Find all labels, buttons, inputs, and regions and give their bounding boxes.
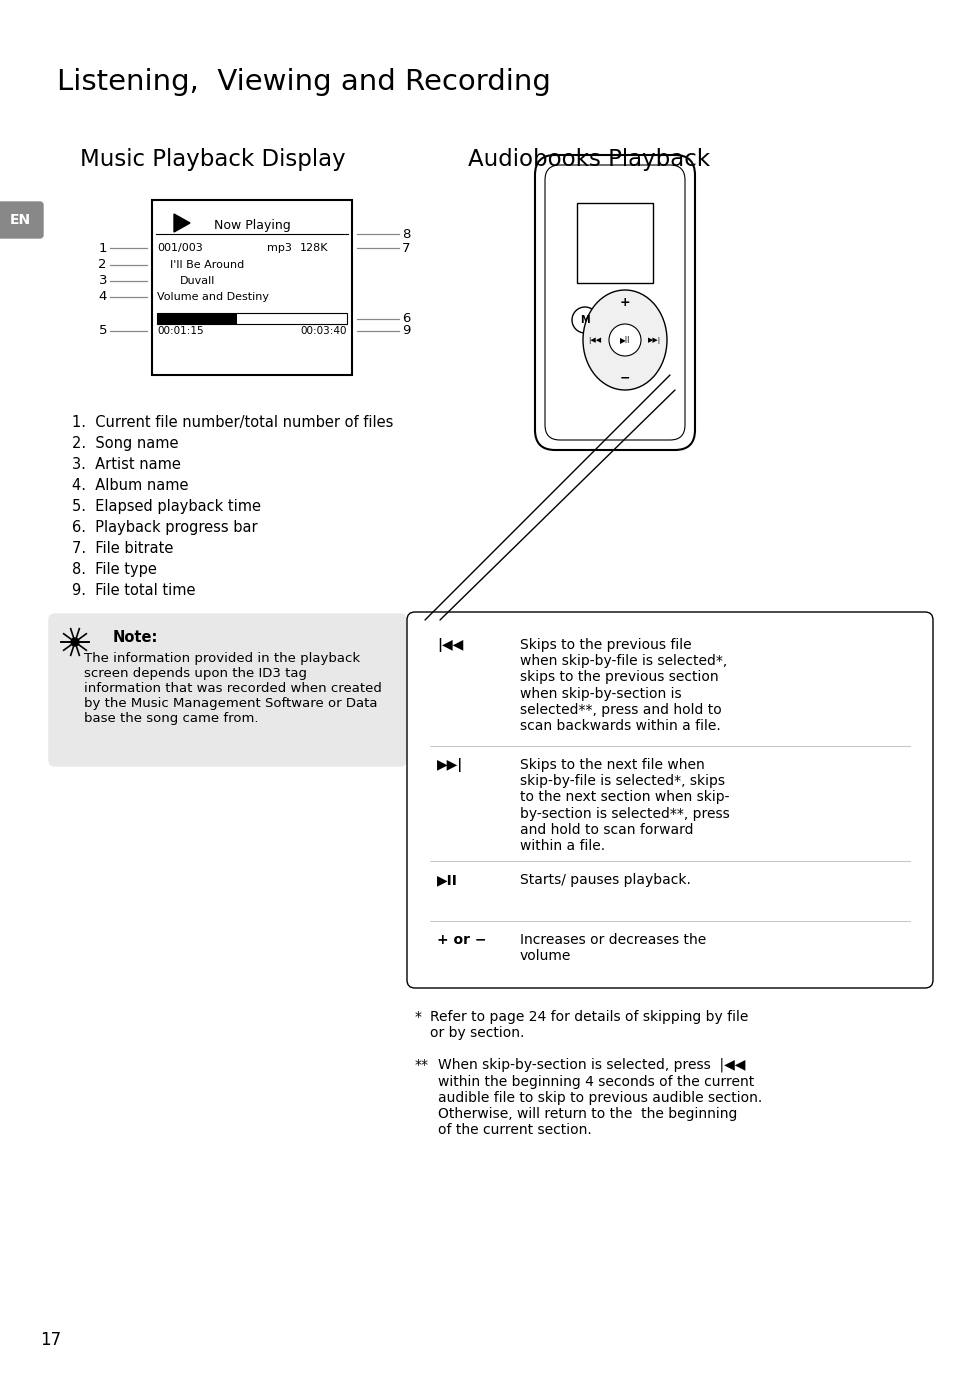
Text: |◀◀: |◀◀ [436, 638, 463, 653]
Text: Note:: Note: [112, 631, 158, 644]
Text: 9.  File total time: 9. File total time [71, 583, 195, 598]
Text: 5: 5 [98, 324, 107, 338]
Text: 9: 9 [401, 324, 410, 338]
Text: Refer to page 24 for details of skipping by file
or by section.: Refer to page 24 for details of skipping… [430, 1010, 747, 1040]
Circle shape [608, 324, 640, 356]
Text: 4: 4 [98, 290, 107, 304]
Text: Listening,  Viewing and Recording: Listening, Viewing and Recording [57, 67, 550, 96]
Text: −: − [619, 371, 630, 385]
Text: 3.  Artist name: 3. Artist name [71, 458, 181, 473]
Text: I'll Be Around: I'll Be Around [170, 260, 244, 271]
Text: Now Playing: Now Playing [213, 220, 290, 232]
Text: +: + [619, 295, 630, 309]
Text: 3: 3 [98, 275, 107, 287]
Text: Skips to the previous file
when skip-by-file is selected*,
skips to the previous: Skips to the previous file when skip-by-… [519, 638, 726, 732]
Text: + or −: + or − [436, 933, 486, 947]
Circle shape [572, 306, 598, 333]
Text: Volume and Destiny: Volume and Destiny [157, 293, 269, 302]
Text: *: * [415, 1010, 421, 1024]
Text: 1.  Current file number/total number of files: 1. Current file number/total number of f… [71, 415, 393, 430]
Text: Skips to the next file when
skip-by-file is selected*, skips
to the next section: Skips to the next file when skip-by-file… [519, 758, 729, 853]
Text: Duvall: Duvall [180, 276, 215, 286]
FancyBboxPatch shape [535, 155, 695, 451]
Bar [577, 203, 652, 283]
Text: 7.  File bitrate: 7. File bitrate [71, 541, 173, 556]
Text: EN: EN [10, 213, 30, 227]
Text: Audiobooks Playback: Audiobooks Playback [468, 148, 709, 170]
Ellipse shape [582, 290, 666, 390]
Polygon shape [173, 214, 190, 232]
Text: 6: 6 [401, 312, 410, 326]
Text: 8: 8 [401, 228, 410, 240]
Text: 6.  Playback progress bar: 6. Playback progress bar [71, 519, 257, 534]
Bar [157, 313, 347, 324]
Text: |◀◀: |◀◀ [588, 337, 601, 344]
Text: 001/003: 001/003 [157, 243, 203, 253]
Text: 17: 17 [40, 1331, 61, 1349]
Text: 00:01:15: 00:01:15 [157, 326, 203, 337]
Bar [152, 201, 352, 375]
Text: 2.  Song name: 2. Song name [71, 436, 178, 451]
Text: Increases or decreases the
volume: Increases or decreases the volume [519, 933, 705, 963]
Text: 5.  Elapsed playback time: 5. Elapsed playback time [71, 499, 261, 514]
Text: 4.  Album name: 4. Album name [71, 478, 189, 493]
Text: ▶▶|: ▶▶| [648, 337, 660, 344]
Text: **: ** [415, 1058, 429, 1072]
Circle shape [71, 638, 79, 646]
Text: The information provided in the playback
    screen depends upon the ID3 tag
   : The information provided in the playback… [67, 653, 381, 725]
Text: ▶▶|: ▶▶| [436, 758, 463, 772]
Text: 8.  File type: 8. File type [71, 562, 156, 577]
Text: When skip-by-section is selected, press  |◀◀
within the beginning 4 seconds of t: When skip-by-section is selected, press … [437, 1058, 761, 1138]
Text: 00:03:40: 00:03:40 [300, 326, 347, 337]
Text: 2: 2 [98, 258, 107, 272]
FancyBboxPatch shape [407, 611, 932, 988]
Text: Music Playback Display: Music Playback Display [80, 148, 345, 170]
Bar [157, 313, 236, 324]
Text: 128K: 128K [299, 243, 328, 253]
FancyBboxPatch shape [0, 202, 43, 238]
Text: ▶II: ▶II [619, 335, 630, 345]
Text: mp3: mp3 [267, 243, 292, 253]
FancyBboxPatch shape [49, 614, 406, 765]
Text: Starts/ pauses playback.: Starts/ pauses playback. [519, 872, 690, 888]
Text: 7: 7 [401, 242, 410, 254]
Text: ▶II: ▶II [436, 872, 457, 888]
Text: 1: 1 [98, 242, 107, 254]
Text: M: M [579, 315, 589, 326]
